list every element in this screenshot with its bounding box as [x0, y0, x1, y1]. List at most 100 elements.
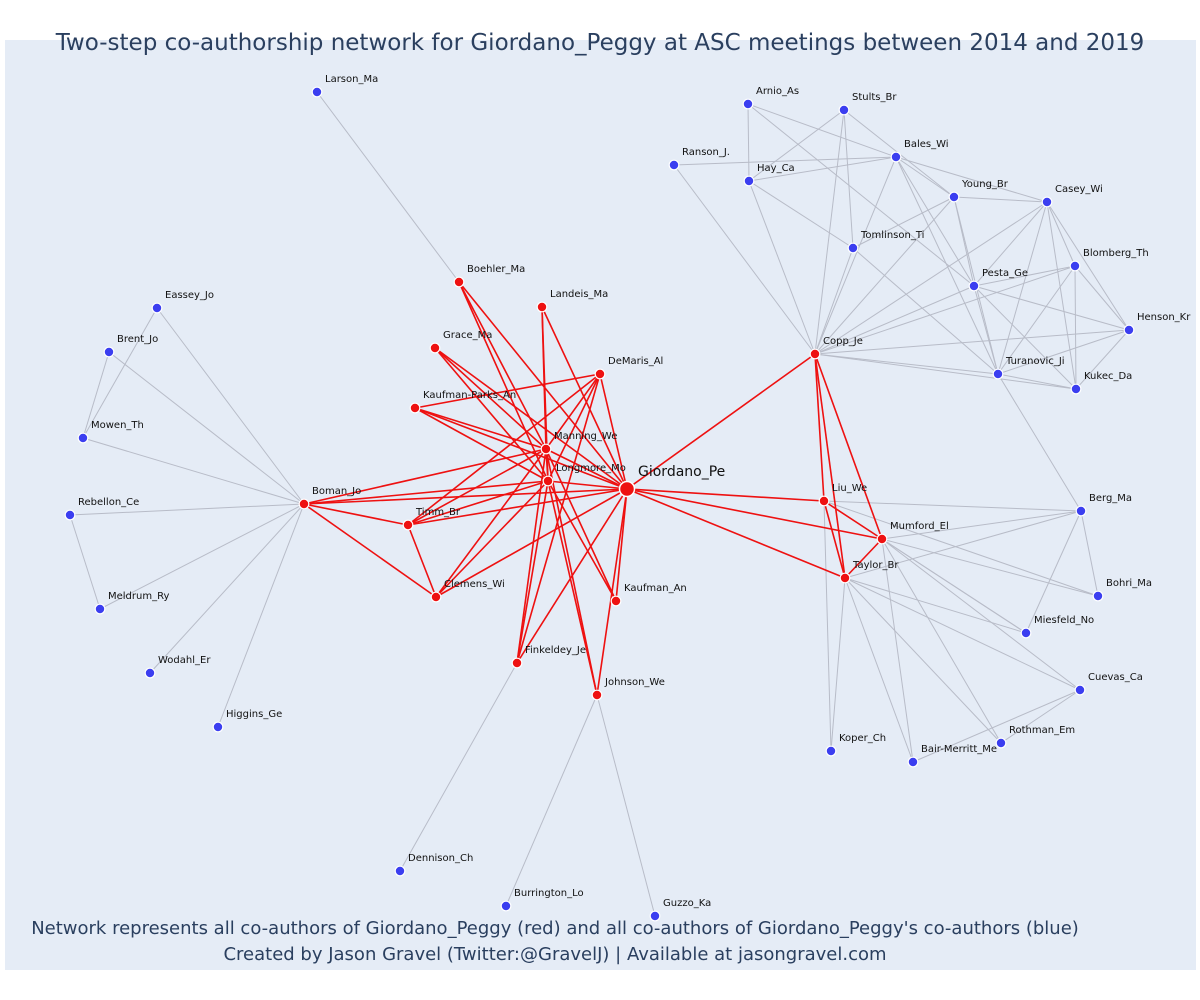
first-step-edge-copp-je-taylor-br: [814, 353, 846, 579]
first-step-edge-longmore-mo-clemens-wi: [435, 480, 549, 598]
node-kaufman-an[interactable]: [610, 595, 622, 607]
node-kaufman-parks-an[interactable]: [409, 402, 421, 414]
node-label-giordano-pe: Giordano_Pe: [638, 464, 725, 480]
node-boman-jo[interactable]: [298, 498, 310, 510]
node-label-grace-ma: Grace_Ma: [443, 330, 492, 341]
node-ranson-j[interactable]: [668, 159, 680, 171]
node-landeis-ma[interactable]: [536, 301, 548, 313]
node-label-kaufman-an: Kaufman_An: [624, 583, 687, 594]
node-copp-je[interactable]: [809, 348, 821, 360]
node-arnio-as[interactable]: [742, 98, 754, 110]
node-henson-kr[interactable]: [1123, 324, 1135, 336]
node-label-rothman-em: Rothman_Em: [1009, 725, 1075, 736]
node-manning-we[interactable]: [540, 443, 552, 455]
node-timm-br[interactable]: [402, 519, 414, 531]
node-guzzo-ka[interactable]: [649, 910, 661, 922]
first-step-edge-manning-we-demaris-al: [545, 373, 601, 450]
node-label-landeis-ma: Landeis_Ma: [550, 289, 608, 300]
second-step-edge-mumford-el-cuevas-ca: [881, 538, 1081, 691]
node-label-tomlinson-ti: Tomlinson_Ti: [860, 230, 924, 241]
node-label-bohri-ma: Bohri_Ma: [1106, 578, 1152, 589]
second-step-edge-berg-ma-miesfeld-no: [1025, 510, 1082, 634]
node-mowen-th[interactable]: [77, 432, 89, 444]
node-hay-ca[interactable]: [743, 175, 755, 187]
node-rothman-em[interactable]: [995, 737, 1007, 749]
node-label-henson-kr: Henson_Kr: [1137, 312, 1191, 323]
first-step-edge-copp-je-liu-we: [814, 353, 825, 502]
first-step-edge-manning-we-grace-ma: [434, 347, 547, 450]
node-grace-ma[interactable]: [429, 342, 441, 354]
second-step-edge-henson-kr-turanovic-ji: [997, 329, 1130, 375]
first-step-edge-giordano-pe-taylor-br: [626, 488, 846, 579]
node-kukec-da[interactable]: [1070, 383, 1082, 395]
node-higgins-ge[interactable]: [212, 721, 224, 733]
second-step-edge-copp-je-pesta-ge: [814, 285, 975, 355]
second-step-edge-boehler-ma-larson-ma: [316, 91, 460, 283]
node-longmore-mo[interactable]: [542, 475, 554, 487]
node-boehler-ma[interactable]: [453, 276, 465, 288]
second-step-edge-boman-jo-mowen-th: [82, 437, 305, 505]
node-tomlinson-ti[interactable]: [847, 242, 859, 254]
node-eassey-jo[interactable]: [151, 302, 163, 314]
node-pesta-ge[interactable]: [968, 280, 980, 292]
node-cuevas-ca[interactable]: [1074, 684, 1086, 696]
node-bair-merritt-me[interactable]: [907, 756, 919, 768]
first-step-edge-manning-we-finkeldey-je: [516, 448, 547, 664]
node-bohri-ma[interactable]: [1092, 590, 1104, 602]
first-step-edge-demaris-al-timm-br: [407, 373, 601, 526]
node-koper-ch[interactable]: [825, 745, 837, 757]
node-label-ranson-j: Ranson_J.: [682, 147, 730, 158]
node-label-johnson-we: Johnson_We: [604, 677, 665, 688]
node-wodahl-er[interactable]: [144, 667, 156, 679]
node-rebellon-ce[interactable]: [64, 509, 76, 521]
node-label-dennison-ch: Dennison_Ch: [408, 853, 473, 864]
second-step-edge-taylor-br-cuevas-ca: [844, 577, 1081, 691]
node-finkeldey-je[interactable]: [511, 657, 523, 669]
second-step-edge-copp-je-kukec-da: [814, 353, 1077, 390]
second-step-edge-turanovic-ji-berg-ma: [997, 373, 1082, 512]
node-clemens-wi[interactable]: [430, 591, 442, 603]
node-meldrum-ry[interactable]: [94, 603, 106, 615]
second-step-edge-pesta-ge-kukec-da: [973, 285, 1077, 390]
node-label-taylor-br: Taylor_Br: [852, 560, 899, 571]
node-liu-we[interactable]: [818, 495, 830, 507]
node-burrington-lo[interactable]: [500, 900, 512, 912]
node-turanovic-ji[interactable]: [992, 368, 1004, 380]
second-step-edge-young-br-tomlinson-ti: [852, 196, 955, 249]
second-step-edge-eassey-jo-mowen-th: [82, 307, 158, 439]
node-brent-jo[interactable]: [103, 346, 115, 358]
second-step-edge-mumford-el-bair-merritt-me: [881, 538, 914, 763]
node-larson-ma[interactable]: [311, 86, 323, 98]
second-step-edge-cuevas-ca-rothman-em: [1000, 689, 1081, 744]
node-berg-ma[interactable]: [1075, 505, 1087, 517]
second-step-edge-copp-je-hay-ca: [748, 180, 816, 355]
node-giordano-pe[interactable]: [618, 480, 636, 498]
footer-caption: Network represents all co-authors of Gio…: [31, 918, 1079, 939]
node-demaris-al[interactable]: [594, 368, 606, 380]
first-step-edge-giordano-pe-kaufman-an: [615, 488, 628, 602]
first-step-edge-liu-we-taylor-br: [823, 500, 846, 579]
second-step-edge-liu-we-bohri-ma: [823, 500, 1099, 597]
node-young-br[interactable]: [948, 191, 960, 203]
first-step-edge-longmore-mo-johnson-we: [547, 480, 598, 696]
second-step-edge-ranson-j-bales-wi: [673, 156, 897, 166]
node-johnson-we[interactable]: [591, 689, 603, 701]
node-casey-wi[interactable]: [1041, 196, 1053, 208]
second-step-edge-boman-jo-brent-jo: [108, 351, 305, 505]
node-miesfeld-no[interactable]: [1020, 627, 1032, 639]
first-step-edge-boman-jo-timm-br: [303, 503, 409, 526]
node-taylor-br[interactable]: [839, 572, 851, 584]
first-step-edge-manning-we-clemens-wi: [435, 448, 547, 598]
second-step-edge-arnio-as-hay-ca: [747, 103, 750, 182]
node-label-longmore-mo: Longmore_Mo: [556, 463, 626, 474]
node-dennison-ch[interactable]: [394, 865, 406, 877]
node-bales-wi[interactable]: [890, 151, 902, 163]
node-stults-br[interactable]: [838, 104, 850, 116]
node-mumford-el[interactable]: [876, 533, 888, 545]
node-label-blomberg-th: Blomberg_Th: [1083, 248, 1149, 259]
first-step-edge-giordano-pe-timm-br: [407, 488, 628, 526]
node-blomberg-th[interactable]: [1069, 260, 1081, 272]
node-label-brent-jo: Brent_Jo: [117, 334, 158, 345]
second-step-edge-taylor-br-koper-ch: [830, 577, 846, 752]
